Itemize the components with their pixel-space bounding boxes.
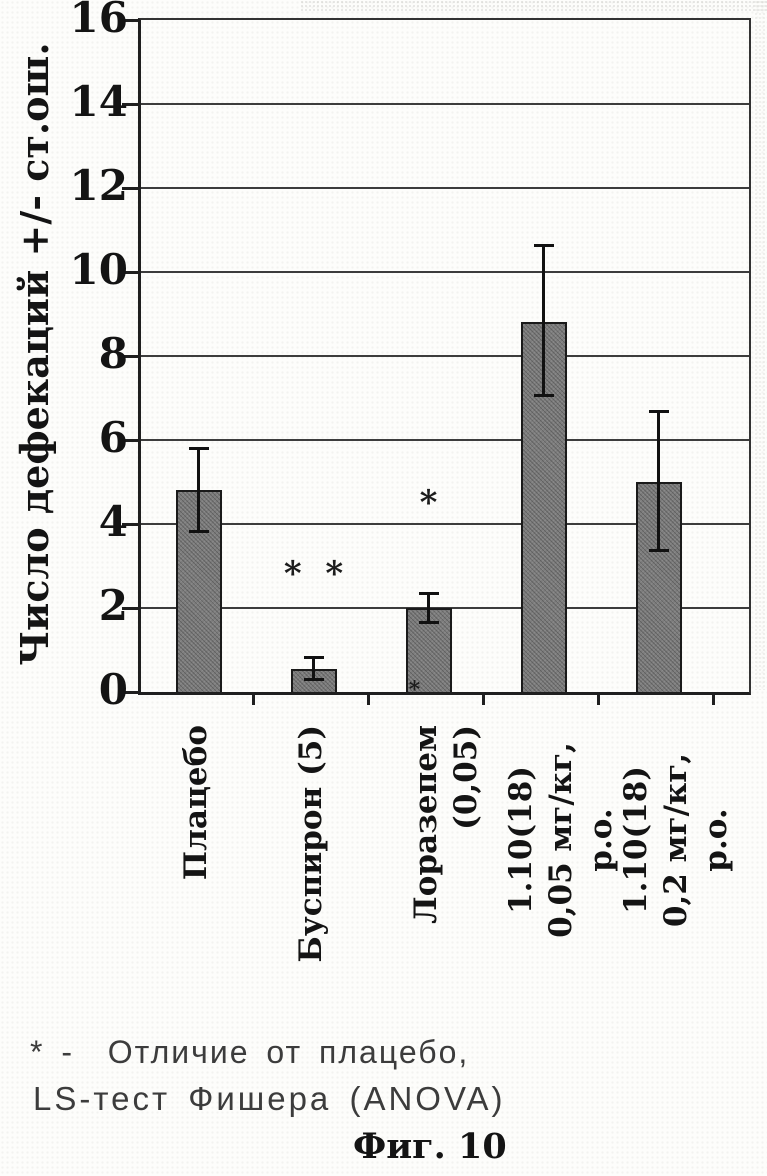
y-tick-label: 6 <box>98 413 128 462</box>
error-bar-cap-top <box>303 656 324 660</box>
footnote-line-2: LS-тест Фишера (ANOVA) <box>33 1080 506 1117</box>
gridline <box>141 271 749 273</box>
error-bar-cap-top <box>648 409 669 413</box>
y-axis-tick <box>122 102 138 106</box>
error-bar-cap-bottom <box>188 530 209 534</box>
x-axis-tick <box>252 692 255 705</box>
error-bar <box>197 448 200 533</box>
error-bar-cap-bottom <box>533 393 554 397</box>
y-tick-label: 8 <box>98 329 128 378</box>
significance-asterisk: * <box>419 482 438 523</box>
figure-caption: Фиг. 10 <box>353 1126 507 1167</box>
y-tick-label: 4 <box>98 497 128 546</box>
error-bar-cap-bottom <box>648 549 669 553</box>
y-tick-label: 0 <box>98 665 128 714</box>
significance-asterisk: * * <box>283 554 344 595</box>
error-bar-cap-bottom <box>418 620 439 624</box>
significance-asterisk: * <box>408 676 421 703</box>
y-axis-tick <box>122 18 138 22</box>
x-category-label: Буспирон (5) <box>292 725 329 963</box>
x-axis-tick <box>712 692 715 705</box>
gridline <box>141 439 749 441</box>
x-category-label: 1.10(18) 0,2 мг/кг, p.o. <box>617 752 734 928</box>
x-category-label: Лоразепем (0,05) <box>407 725 484 924</box>
y-axis-tick <box>122 522 138 526</box>
error-bar-cap-bottom <box>303 678 324 682</box>
footnote-line-1: * - Отличие от плацебо, <box>30 1034 470 1070</box>
y-tick-label: 10 <box>69 245 128 294</box>
x-axis-tick <box>597 692 600 705</box>
y-axis-tick <box>122 606 138 610</box>
gridline <box>141 103 749 105</box>
error-bar <box>542 244 545 396</box>
y-axis-tick <box>122 438 138 442</box>
y-axis-tick <box>122 354 138 358</box>
error-bar <box>657 410 660 552</box>
error-bar-cap-top <box>533 243 554 247</box>
gridline <box>141 523 749 525</box>
y-tick-label: 12 <box>69 161 128 210</box>
error-bar <box>312 657 315 681</box>
x-category-label: 1.10(18) 0,05 мг/кг, p.o. <box>502 742 619 938</box>
y-tick-label: 14 <box>69 77 128 126</box>
y-axis-tick <box>122 270 138 274</box>
plot-area: * * * * <box>122 18 751 701</box>
y-tick-label: 16 <box>69 0 128 42</box>
x-axis-tick <box>482 692 485 705</box>
x-category-label: Плацебо <box>177 725 214 881</box>
scan-artifact-top <box>300 0 767 12</box>
bar <box>290 668 337 692</box>
y-axis-tick <box>122 186 138 190</box>
gridline <box>141 187 749 189</box>
x-axis-tick <box>367 692 370 705</box>
y-axis-tick <box>122 690 138 694</box>
y-tick-label: 2 <box>98 581 128 630</box>
scan-artifact-right <box>754 0 767 690</box>
error-bar-cap-top <box>188 447 209 451</box>
gridline <box>141 355 749 357</box>
error-bar-cap-top <box>418 592 439 596</box>
error-bar <box>427 593 430 623</box>
